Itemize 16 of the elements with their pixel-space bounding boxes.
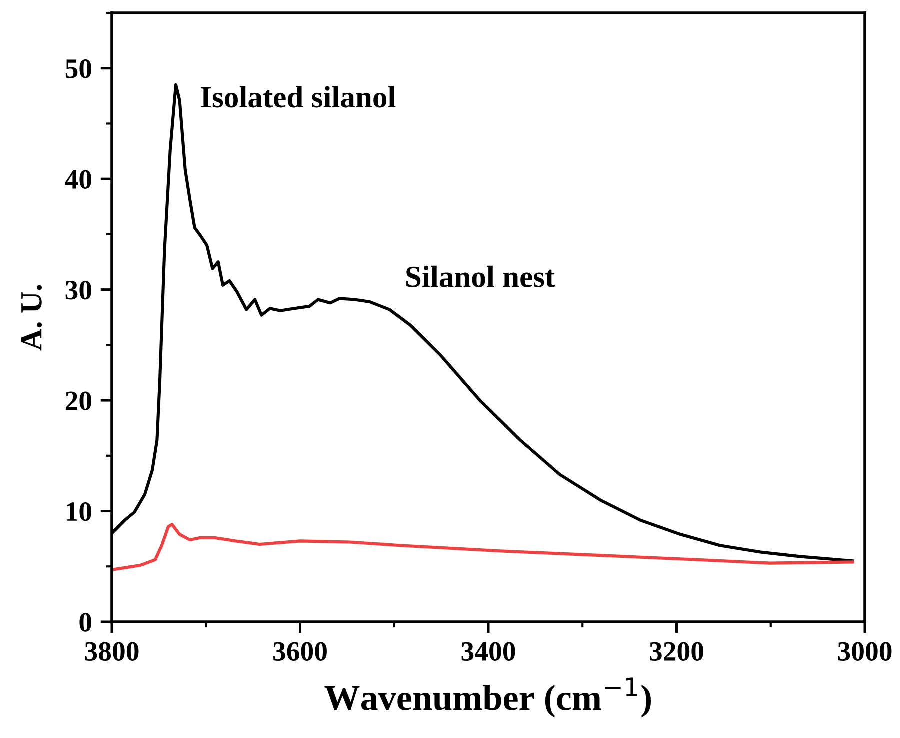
annotation: Silanol nest (406, 266, 556, 288)
y-tick-label: 40 (65, 170, 92, 189)
y-tick-label: 0 (80, 613, 92, 632)
x-tick-label: 3400 (462, 642, 516, 661)
x-tick-label: 3200 (650, 642, 704, 661)
x-tick-label: 3000 (838, 642, 892, 661)
y-tick-label: 50 (66, 60, 92, 78)
y-tick-label: 10 (67, 502, 92, 522)
annotation: Isolated silanol (201, 86, 396, 108)
x-tick-label: 3600 (274, 642, 327, 661)
x-tick-label: 3800 (85, 642, 139, 661)
line-series (112, 523, 854, 572)
y-axis-title: A. U. (21, 285, 42, 351)
x-axis-title: Wavenumber (cm$^{−1}$) (324, 678, 652, 718)
y-tick-label: 30 (66, 280, 92, 300)
y-tick-label: 20 (66, 392, 92, 410)
